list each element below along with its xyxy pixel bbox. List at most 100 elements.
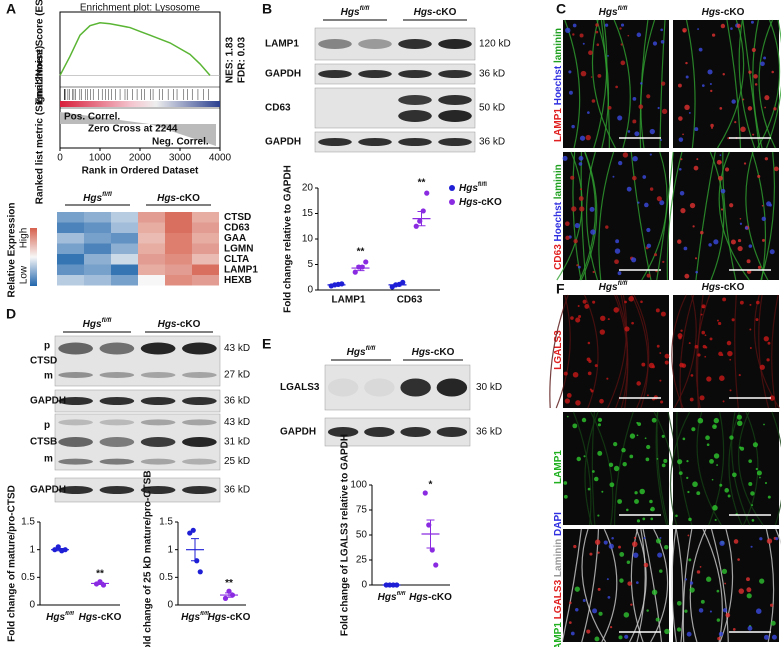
data-point (413, 223, 419, 229)
stain-dot (580, 70, 587, 77)
blot-band (438, 39, 472, 49)
stain-dot (755, 318, 759, 322)
stain-dot (579, 135, 586, 141)
stain-label: LAMP1 (553, 450, 564, 484)
blot-band (58, 397, 93, 405)
error-bar (96, 581, 104, 586)
blot-band (182, 397, 217, 405)
stain-dot (702, 306, 705, 309)
gene-name: Hgs (347, 347, 366, 358)
stain-dot (656, 458, 659, 460)
blot-band (398, 39, 432, 49)
stain-dot (621, 447, 626, 453)
blot-band (99, 397, 135, 405)
data-point (429, 547, 435, 553)
superscript: fl/fl (618, 280, 628, 287)
data-point (190, 527, 196, 533)
stain-dot (601, 490, 604, 493)
stain-dot (685, 61, 688, 65)
stain-dot (678, 137, 684, 142)
fiber-outline (726, 19, 742, 149)
blot-band (99, 437, 135, 447)
error-bar (225, 592, 233, 598)
legend-marker (449, 199, 455, 205)
stain-dot (732, 472, 737, 478)
fiber-outline (717, 19, 745, 149)
blot-band (438, 138, 472, 146)
stain-dot (747, 625, 753, 631)
stain-dot (689, 581, 694, 585)
heatmap-cell (57, 275, 84, 286)
data-point (363, 259, 369, 265)
fiber-outline (636, 528, 646, 643)
stain-dot (749, 303, 752, 306)
group-label: Hgsfl/fl (46, 611, 74, 623)
stain-dot (675, 514, 678, 518)
stain-dot (660, 311, 666, 317)
group-label: Hgs-cKO (79, 612, 122, 623)
row-label: CTSD (224, 212, 251, 223)
gene-name: Hgs (599, 7, 618, 18)
stain-dot (612, 175, 615, 178)
suffix: -cKO (721, 7, 745, 18)
stain-dot (746, 593, 752, 599)
fiber-outline (752, 19, 763, 149)
blot-band (398, 70, 432, 78)
stain-dot (688, 558, 692, 562)
group-label: Hgs-cKO (409, 592, 452, 603)
stain-dot (594, 364, 598, 368)
fiber-outline (549, 294, 569, 409)
fiber-outline (630, 151, 652, 281)
stain-dot (585, 134, 591, 141)
y-tick-label: 100 (350, 480, 367, 491)
blot-band (358, 138, 392, 146)
stain-name: laminin (553, 164, 564, 199)
stain-dot (568, 70, 572, 74)
row-label: CD63 (224, 222, 250, 233)
y-tick-label: 50 (356, 530, 368, 541)
stain-dot (678, 116, 683, 121)
suffix: -cKO (227, 612, 251, 623)
blot-size: 43 kD (224, 343, 250, 354)
stain-dot (568, 621, 572, 625)
stain-dot (767, 341, 771, 345)
gene-name: Hgs (412, 347, 431, 358)
fiber-outline (676, 411, 693, 526)
fiber-outline (590, 411, 614, 526)
stain-dot (771, 70, 774, 74)
stain-dot (757, 174, 761, 179)
group-label: Hgs-cKO (158, 319, 201, 330)
band-label: m (44, 453, 53, 464)
superscript: fl/fl (102, 317, 112, 324)
stain-name: LGALS3 (553, 579, 564, 619)
heatmap-cell (138, 222, 165, 233)
significance: ** (96, 568, 104, 579)
stain-dot (687, 490, 690, 494)
fiber-outline (696, 411, 722, 526)
stain-dot (570, 316, 574, 320)
blot-band (318, 70, 352, 78)
data-point (422, 490, 428, 496)
stain-dot (769, 203, 772, 207)
group-label: Hgs-cKO (208, 612, 251, 623)
stain-dot (623, 612, 630, 618)
stain-dot (717, 636, 721, 641)
gene-name: Hgs (46, 612, 65, 623)
fiber-outline (555, 294, 571, 409)
blot-band (358, 70, 392, 78)
fiber-outline (702, 528, 723, 643)
stain-dot (619, 551, 625, 557)
stain-dot (578, 196, 584, 201)
stain-dot (629, 433, 636, 439)
stain-dot (720, 23, 726, 29)
stain-dot (719, 161, 722, 164)
fiber-outline (738, 411, 764, 526)
group-label: Hgsfl/fl (341, 5, 370, 18)
stain-dot (642, 175, 647, 179)
stain-dot (626, 560, 631, 565)
data-point (187, 530, 193, 536)
stain-dot (583, 455, 586, 458)
stain-dot (722, 72, 725, 76)
stain-dot (711, 126, 714, 129)
group-label: Hgs-cKO (414, 7, 457, 18)
